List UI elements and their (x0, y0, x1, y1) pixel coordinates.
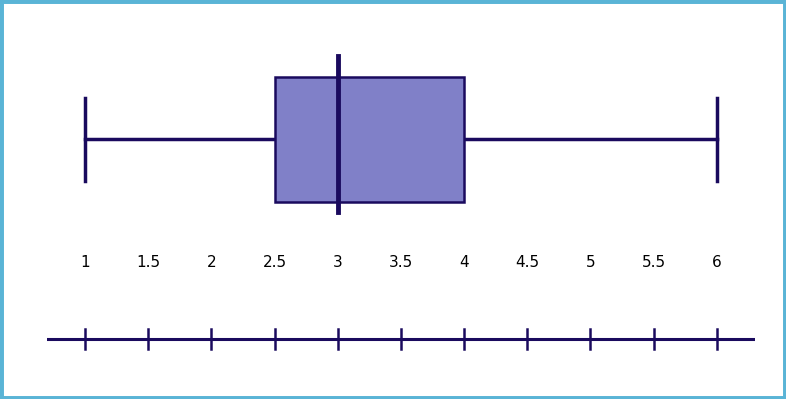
Bar (274, 77, 464, 202)
